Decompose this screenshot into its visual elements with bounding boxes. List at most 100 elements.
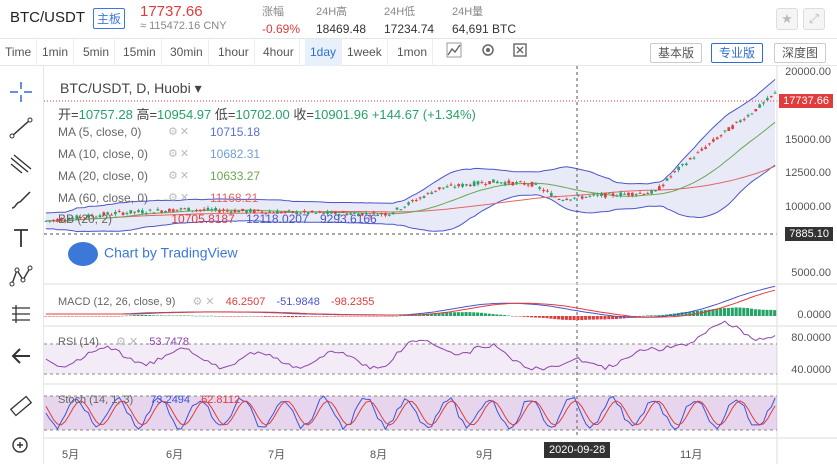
- macd-histogram-bar: [707, 309, 711, 316]
- zoom-in-icon[interactable]: [8, 434, 34, 458]
- tf-1mon[interactable]: 1mon: [392, 39, 434, 66]
- candle-body: [287, 210, 291, 212]
- macd-histogram-bar: [198, 315, 202, 317]
- star-icon[interactable]: ★: [776, 8, 798, 30]
- macd-histogram-bar: [506, 315, 511, 317]
- ma10-legend[interactable]: MA (10, close, 0) ⚙✕ 10682.31: [58, 147, 261, 161]
- macd-histogram-bar: [491, 314, 495, 316]
- macd-histogram-bar: [117, 316, 121, 317]
- bb-legend[interactable]: BB (20, 2) 10705.8187 12118.0207 9293.61…: [58, 212, 377, 226]
- macd-histogram-bar: [688, 311, 692, 316]
- candle-body: [472, 181, 476, 187]
- candle-body: [414, 200, 418, 202]
- macd-histogram-bar: [155, 315, 159, 316]
- tf-1hour[interactable]: 1hour: [213, 39, 255, 66]
- candle-body: [299, 213, 302, 215]
- ruler-icon[interactable]: [8, 394, 34, 418]
- ohlc-legend: 开=10757.28 高=10954.97 低=10702.00 收=10901…: [58, 107, 476, 122]
- ma5-legend[interactable]: MA (5, close, 0) ⚙✕ 10715.18: [58, 125, 261, 139]
- back-arrow-icon[interactable]: [8, 344, 34, 368]
- pair-name[interactable]: BTC/USDT: [10, 9, 85, 26]
- candle-body: [264, 212, 268, 214]
- drawing-toolbar: [0, 66, 44, 464]
- macd-legend[interactable]: MACD (12, 26, close, 9) ⚙ ✕ 46.2507 -51.…: [58, 296, 375, 308]
- macd-histogram-bar: [587, 316, 592, 320]
- macd-histogram-bar: [171, 315, 175, 317]
- candle-body: [723, 130, 727, 132]
- candle-body: [457, 184, 461, 187]
- macd-histogram-bar: [78, 316, 82, 317]
- candle-body: [731, 125, 734, 129]
- macd-histogram-bar: [595, 316, 599, 320]
- macd-histogram-bar: [460, 312, 464, 316]
- candle-body: [268, 211, 272, 213]
- chart-area[interactable]: BTC/USDT, D, Huobi ▾ 开=10757.28 高=10954.…: [44, 66, 837, 464]
- macd-histogram-bar: [321, 316, 325, 317]
- candle-body: [738, 120, 742, 122]
- pattern-icon[interactable]: [8, 264, 34, 288]
- tradingview-watermark[interactable]: Chart by TradingView: [68, 242, 238, 266]
- macd-histogram-bar: [572, 316, 576, 321]
- indicator-settings-icon[interactable]: [477, 42, 499, 63]
- candle-body: [588, 195, 592, 197]
- macd-histogram-bar: [167, 315, 171, 316]
- trend-line-icon[interactable]: [8, 116, 34, 140]
- candle-body: [106, 212, 110, 215]
- chart-title[interactable]: BTC/USDT, D, Huobi ▾: [60, 80, 202, 96]
- macd-histogram-bar: [503, 314, 507, 316]
- candle-body: [411, 200, 414, 202]
- candle-body: [283, 211, 287, 213]
- candle-body: [476, 181, 480, 185]
- macd-histogram-bar: [618, 316, 622, 319]
- mode-basic-button[interactable]: 基本版: [650, 43, 703, 63]
- stoch-legend[interactable]: Stoch (14, 1, 3) 73.2494 62.8112: [58, 394, 241, 406]
- fib-icon[interactable]: [8, 152, 34, 176]
- macd-histogram-bar: [348, 316, 352, 317]
- rsi-axis-label: 80.0000: [791, 332, 831, 344]
- tf-15min[interactable]: 15min: [118, 39, 162, 66]
- macd-histogram-bar: [202, 315, 206, 317]
- tf-1day[interactable]: 1day: [305, 39, 343, 66]
- candle-body: [619, 192, 623, 196]
- chart-canvas[interactable]: [44, 66, 837, 464]
- candle-body: [762, 102, 765, 104]
- text-icon[interactable]: [8, 226, 34, 250]
- candle-body: [708, 143, 711, 145]
- macd-histogram-bar: [302, 316, 306, 317]
- tf-4hour[interactable]: 4hour: [258, 39, 300, 66]
- tf-30min[interactable]: 30min: [165, 39, 209, 66]
- macd-histogram-bar: [541, 316, 545, 318]
- rsi-legend[interactable]: RSI (14) ⚙ ✕ 53.7478: [58, 336, 189, 348]
- macd-histogram-bar: [206, 315, 210, 317]
- macd-histogram-bar: [67, 316, 71, 317]
- macd-histogram-bar: [59, 316, 63, 317]
- macd-histogram-bar: [487, 313, 491, 316]
- time-axis-label: 5月: [62, 449, 80, 461]
- fullscreen-icon[interactable]: ⤢: [803, 8, 825, 30]
- candle-body: [349, 213, 353, 215]
- macd-histogram-bar: [190, 315, 194, 317]
- macd-histogram-bar: [599, 316, 603, 320]
- tf-1week[interactable]: 1week: [342, 39, 388, 66]
- compare-icon[interactable]: [509, 42, 531, 63]
- macd-histogram-bar: [398, 315, 403, 317]
- macd-histogram-bar: [152, 315, 156, 316]
- tf-1min[interactable]: 1min: [37, 39, 75, 66]
- price-axis-label: 12500.00: [785, 167, 831, 179]
- projection-icon[interactable]: [8, 302, 34, 326]
- tf-time[interactable]: Time: [0, 39, 38, 66]
- time-axis-label: 9月: [476, 449, 494, 461]
- mode-pro-button[interactable]: 专业版: [711, 43, 764, 63]
- crosshair-icon[interactable]: [8, 80, 34, 104]
- tf-5min[interactable]: 5min: [78, 39, 116, 66]
- chart-type-icon[interactable]: [443, 42, 465, 63]
- ma20-legend[interactable]: MA (20, close, 0) ⚙✕ 10633.27: [58, 169, 261, 183]
- macd-histogram-bar: [607, 316, 611, 320]
- candle-body: [133, 211, 137, 213]
- ma60-legend[interactable]: MA (60, close, 0) ⚙✕ 11168.21: [58, 191, 259, 205]
- mode-depth-button[interactable]: 深度图: [774, 43, 827, 63]
- candle-body: [573, 197, 576, 199]
- last-price: 17737.66: [140, 3, 203, 20]
- brush-icon[interactable]: [8, 188, 34, 212]
- ma60-settings-icon: ⚙✕: [168, 192, 192, 204]
